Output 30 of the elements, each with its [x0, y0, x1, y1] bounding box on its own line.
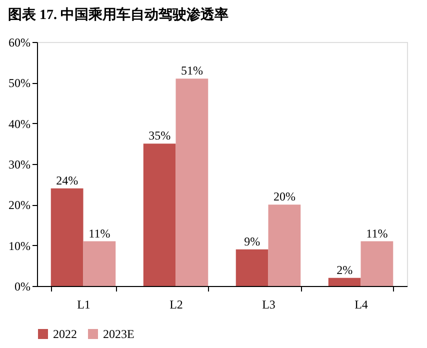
y-tick-label: 40%	[8, 116, 30, 131]
data-label: 24%	[56, 173, 78, 188]
x-tick-label: L3	[262, 298, 276, 312]
y-tick-label: 0%	[14, 280, 30, 294]
legend-label: 2023E	[103, 327, 134, 341]
x-tick-label: L1	[77, 298, 90, 312]
bar	[143, 144, 176, 286]
data-label: 2%	[336, 262, 353, 277]
y-tick-label: 20%	[8, 198, 30, 212]
bar	[50, 188, 84, 286]
data-label: 9%	[244, 234, 260, 248]
y-tick-label: 60%	[8, 36, 30, 50]
chart-title: 图表 17. 中国乘用车自动驾驶渗透率	[8, 6, 229, 23]
data-label: 11%	[366, 226, 388, 240]
bar	[83, 241, 116, 286]
bar	[360, 241, 394, 286]
bar	[236, 249, 268, 286]
legend-label: 2022	[53, 327, 77, 341]
data-label: 11%	[88, 226, 110, 240]
x-tick-label: L2	[170, 298, 183, 312]
y-tick-label: 10%	[8, 238, 30, 253]
bar	[176, 78, 208, 286]
y-tick-label: 50%	[8, 76, 30, 90]
data-label: 51%	[180, 64, 203, 78]
x-tick-label: L4	[354, 298, 368, 312]
y-tick-label: 30%	[8, 158, 30, 172]
bar	[268, 204, 301, 286]
bar	[328, 278, 361, 286]
data-label: 35%	[148, 128, 171, 143]
data-label: 20%	[273, 190, 296, 204]
